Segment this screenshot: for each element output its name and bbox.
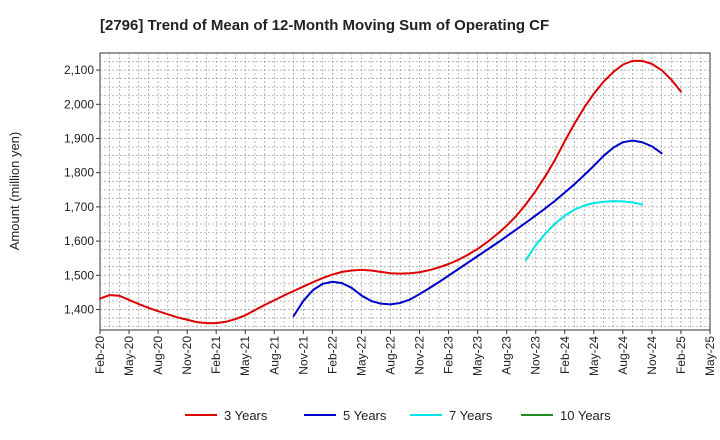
x-tick-label: Nov-21 (296, 336, 310, 375)
x-tick-label: Feb-21 (209, 336, 223, 374)
x-tick-label: Nov-24 (645, 336, 659, 375)
y-tick-label: 1,700 (64, 200, 94, 214)
x-tick-label: May-24 (587, 336, 601, 376)
grid-layer (100, 53, 710, 330)
x-tick-label: Aug-24 (616, 336, 630, 375)
legend-label-7-years: 7 Years (449, 408, 493, 423)
legend-label-3-years: 3 Years (224, 408, 268, 423)
x-tick-label: Feb-23 (442, 336, 456, 374)
legend-label-5-years: 5 Years (343, 408, 387, 423)
x-tick-label: Aug-20 (151, 336, 165, 375)
x-tick-label: Feb-25 (674, 336, 688, 374)
x-axis-ticks: Feb-20 May-20 Aug-20 Nov-20 Feb-21 May-21 Aug-… (93, 330, 717, 376)
x-tick-label: May-23 (471, 336, 485, 376)
series-layer (99, 59, 682, 325)
x-tick-label: Feb-20 (93, 336, 107, 374)
x-tick-label: Aug-21 (267, 336, 281, 375)
series-line-7-years (525, 200, 644, 261)
x-tick-label: Nov-23 (529, 336, 543, 375)
y-tick-label: 1,500 (64, 268, 94, 282)
y-tick-label: 2,100 (64, 63, 94, 77)
x-tick-label: Aug-22 (383, 336, 397, 375)
y-tick-label: 1,900 (64, 131, 94, 145)
series-line-5-years (292, 139, 663, 317)
series-line-3-years (99, 59, 682, 325)
x-tick-label: May-25 (703, 336, 717, 376)
x-tick-label: Nov-22 (413, 336, 427, 375)
x-tick-label: May-21 (238, 336, 252, 376)
plot-area (99, 52, 711, 331)
y-tick-label: 1,600 (64, 234, 94, 248)
x-tick-label: May-22 (354, 336, 368, 376)
y-tick-label: 2,000 (64, 97, 94, 111)
legend-label-10-years: 10 Years (560, 408, 611, 423)
y-axis-label: Amount (million yen) (7, 132, 22, 251)
x-tick-label: Feb-24 (558, 336, 572, 374)
x-tick-label: Feb-22 (325, 336, 339, 374)
legend: 3 Years 5 Years 7 Years 10 Years (185, 408, 611, 423)
x-tick-label: Aug-23 (500, 336, 514, 375)
y-axis-ticks: 1,400 1,500 1,600 1,700 1,800 1,900 2,000 2,100 (64, 63, 100, 316)
x-tick-label: May-20 (122, 336, 136, 376)
y-tick-label: 1,400 (64, 302, 94, 316)
x-tick-label: Nov-20 (180, 336, 194, 375)
y-tick-label: 1,800 (64, 166, 94, 180)
chart-title: [2796] Trend of Mean of 12-Month Moving … (100, 17, 549, 34)
